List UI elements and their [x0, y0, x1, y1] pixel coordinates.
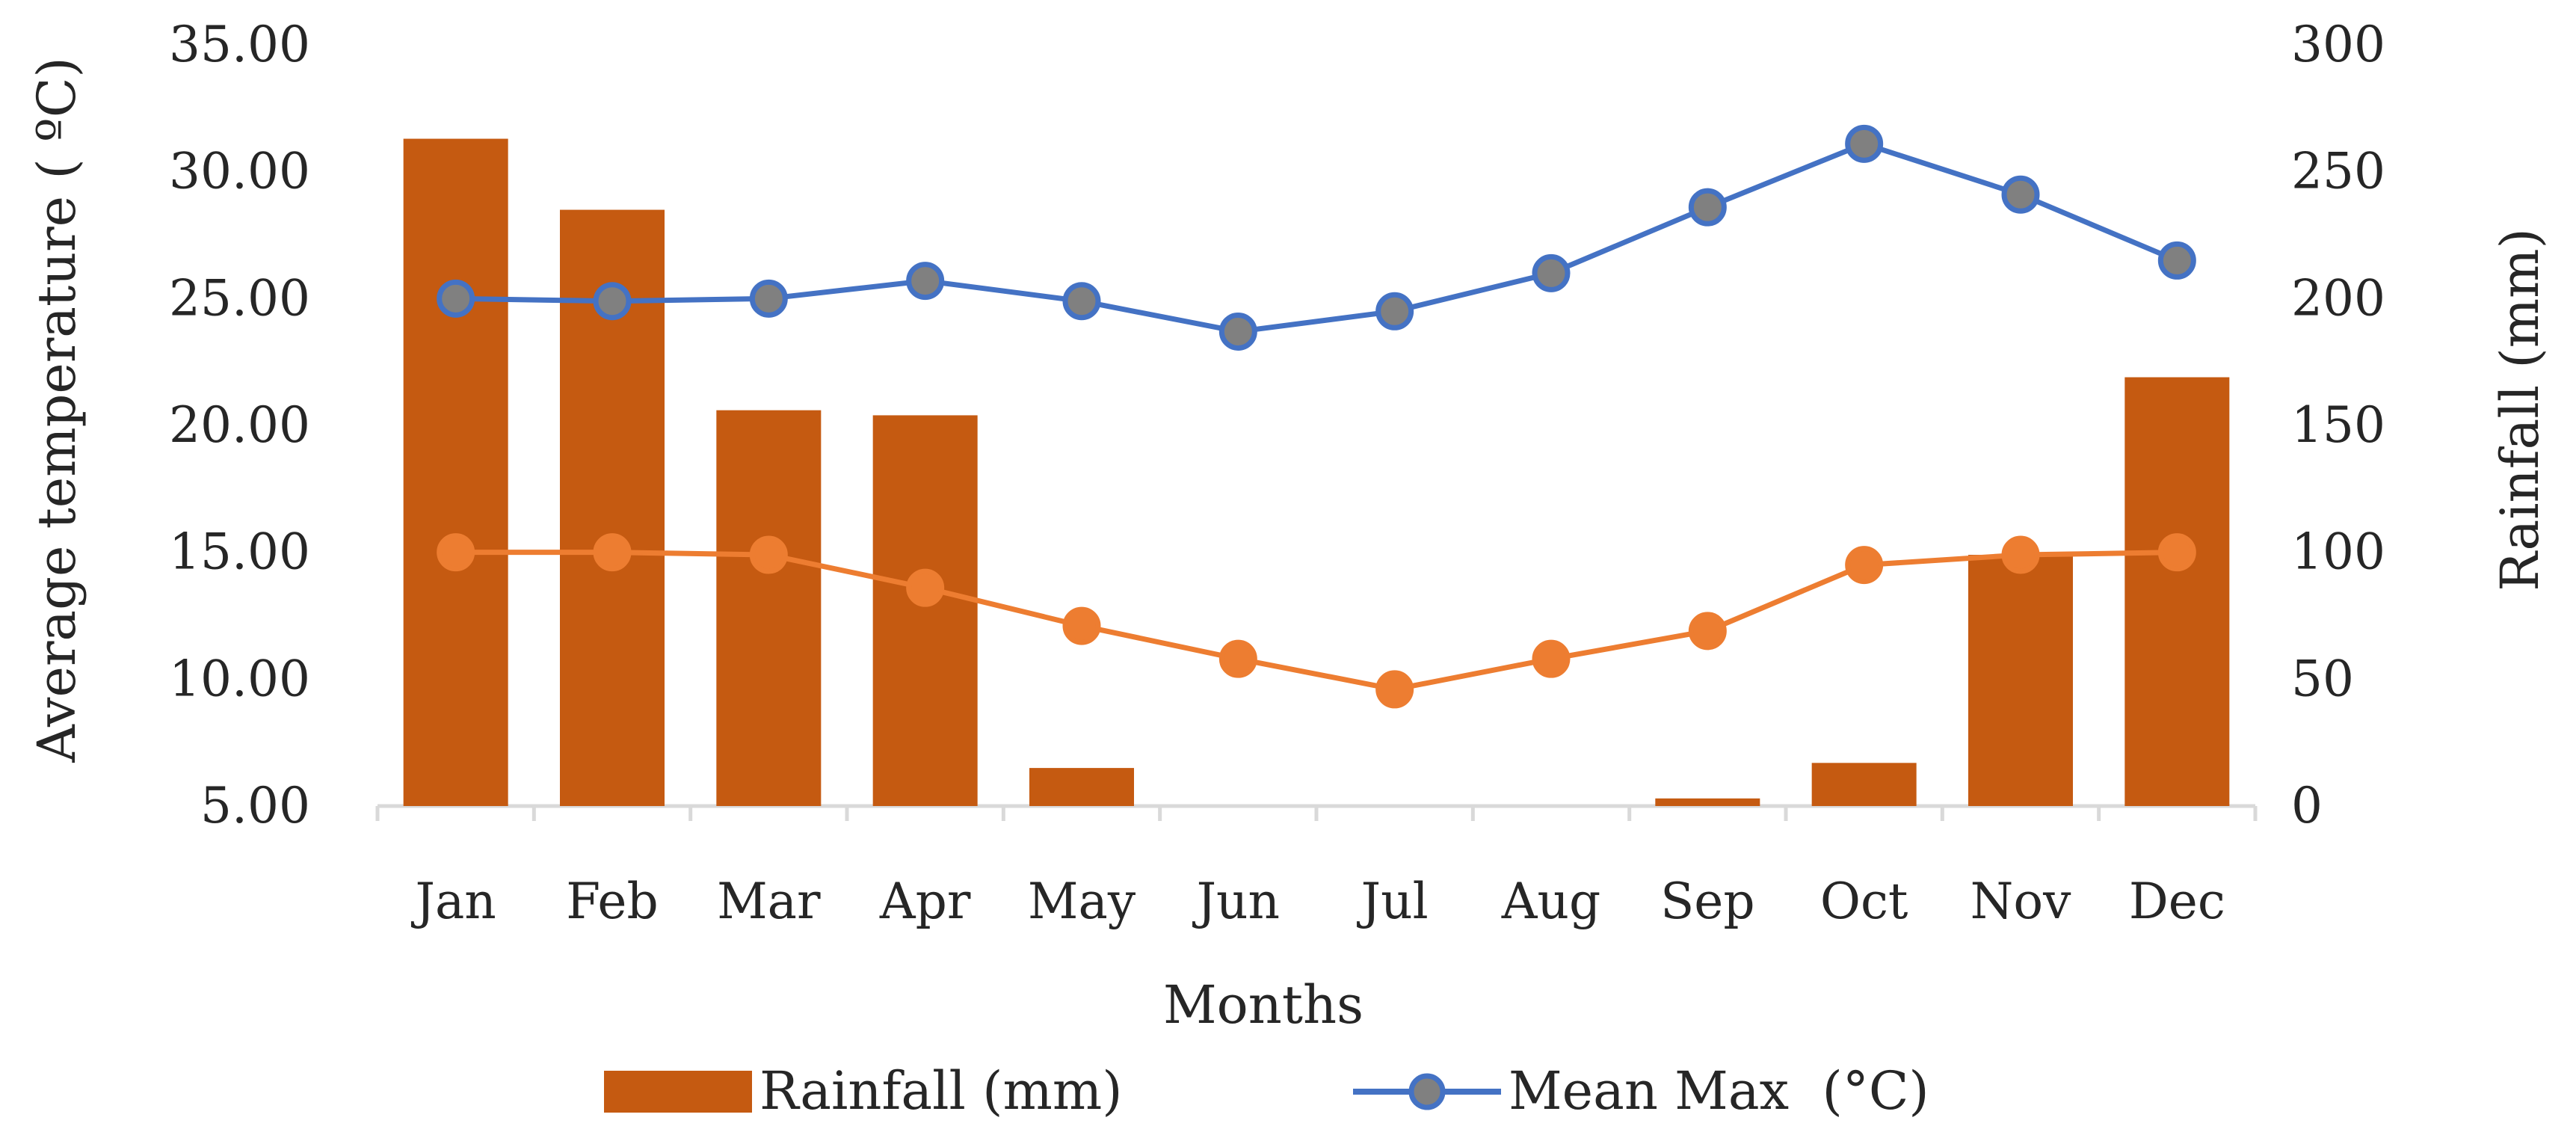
- y-left-tick-label: 35.00: [169, 16, 310, 73]
- rainfall-bar-mar: [716, 410, 822, 806]
- mean-min-point-may: [1062, 606, 1101, 645]
- mean-min-point-jan: [437, 533, 475, 572]
- y-left-tick-label: 20.00: [169, 396, 310, 454]
- legend-item-mean-max: Mean Max (°C): [1353, 1060, 1929, 1122]
- mean-max-line: [455, 141, 2178, 334]
- y-left-tick-label: 30.00: [169, 143, 310, 200]
- y-right-tick-label: 150: [2291, 396, 2385, 454]
- x-tick-label-sep: Sep: [1660, 873, 1755, 930]
- mean-max-point-dec: [2157, 241, 2196, 280]
- mean-min-point-oct: [1845, 546, 1884, 585]
- mean-max-point-mar: [749, 279, 788, 318]
- mean-max-point-may: [1062, 282, 1101, 321]
- mean-min-series: [437, 533, 2196, 709]
- rainfall-bar-sep: [1655, 798, 1760, 806]
- mean-min-point-sep: [1688, 612, 1727, 651]
- y-right-tick-label: 250: [2291, 143, 2385, 200]
- x-tick-marks: [375, 806, 2258, 821]
- mean-max-point-nov: [2001, 175, 2040, 214]
- y-left-tick-labels: 5.00 10.00 15.00 20.00 25.00 30.00 35.00: [169, 16, 310, 834]
- axes: [375, 804, 2258, 821]
- x-tick-labels: Jan Feb Mar Apr May Jun Jul Aug Sep Oct Nov Dec: [411, 873, 2225, 930]
- x-tick-label-feb: Feb: [566, 873, 659, 930]
- legend-label-mean-max: Mean Max (°C): [1509, 1060, 1929, 1122]
- rainfall-bar-may: [1029, 768, 1134, 806]
- y-left-tick-label: 25.00: [169, 269, 310, 327]
- y-left-tick-label: 15.00: [169, 523, 310, 581]
- x-tick-label-oct: Oct: [1820, 873, 1908, 930]
- mean-min-point-jun: [1218, 639, 1257, 678]
- x-tick-label-nov: Nov: [1970, 873, 2071, 930]
- y-right-tick-label: 0: [2291, 777, 2323, 834]
- mean-min-point-nov: [2001, 535, 2040, 574]
- x-tick-label-jul: Jul: [1357, 873, 1429, 930]
- y-right-tick-label: 50: [2291, 650, 2354, 707]
- y-right-axis-title: Rainfall (mm): [2489, 228, 2551, 591]
- legend-item-rainfall: Rainfall (mm): [604, 1060, 1123, 1122]
- rainfall-bar-jan: [403, 138, 508, 806]
- legend-label-rainfall: Rainfall (mm): [759, 1060, 1123, 1122]
- mean-max-series: [437, 124, 2196, 351]
- mean-max-point-sep: [1688, 188, 1727, 227]
- legend-marker-mean-max: [1408, 1073, 1446, 1110]
- mean-min-point-jul: [1375, 670, 1414, 709]
- mean-min-line: [455, 550, 2178, 692]
- x-tick-label-apr: Apr: [879, 873, 971, 930]
- mean-max-point-feb: [593, 282, 632, 321]
- mean-min-point-dec: [2157, 533, 2196, 572]
- mean-max-point-jan: [437, 279, 475, 318]
- x-tick-label-mar: Mar: [717, 873, 821, 930]
- rainfall-bars: [403, 138, 2230, 807]
- y-left-axis-title: Average temperature ( ºC): [26, 57, 87, 763]
- rainfall-bar-apr: [872, 415, 978, 806]
- rainfall-bar-oct: [1811, 763, 1917, 806]
- mean-max-point-aug: [1532, 253, 1571, 292]
- y-right-tick-label: 300: [2291, 16, 2385, 73]
- mean-min-point-aug: [1532, 639, 1571, 678]
- x-axis-title: Months: [1163, 974, 1364, 1036]
- mean-max-point-jun: [1218, 312, 1257, 351]
- legend: Rainfall (mm) Mean Max (°C): [604, 1060, 1929, 1122]
- mean-max-point-oct: [1845, 124, 1884, 163]
- rainfall-bar-dec: [2124, 377, 2230, 806]
- y-left-tick-label: 5.00: [200, 777, 310, 834]
- rainfall-bar-nov: [1968, 555, 2073, 806]
- x-tick-label-jun: Jun: [1192, 873, 1280, 930]
- legend-swatch-rainfall: [604, 1071, 752, 1113]
- x-tick-label-aug: Aug: [1501, 873, 1600, 930]
- mean-min-point-feb: [593, 533, 632, 572]
- y-right-tick-labels: 0 50 100 150 200 250 300: [2291, 16, 2385, 834]
- mean-max-point-apr: [906, 262, 945, 301]
- x-tick-label-dec: Dec: [2129, 873, 2225, 930]
- mean-min-point-mar: [749, 535, 788, 574]
- mean-max-point-jul: [1375, 292, 1414, 330]
- x-tick-label-jan: Jan: [411, 873, 496, 930]
- y-right-tick-label: 200: [2291, 269, 2385, 327]
- x-tick-label-may: May: [1028, 873, 1136, 930]
- y-left-tick-label: 10.00: [169, 650, 310, 707]
- y-right-tick-label: 100: [2291, 523, 2385, 581]
- mean-min-point-apr: [906, 568, 945, 607]
